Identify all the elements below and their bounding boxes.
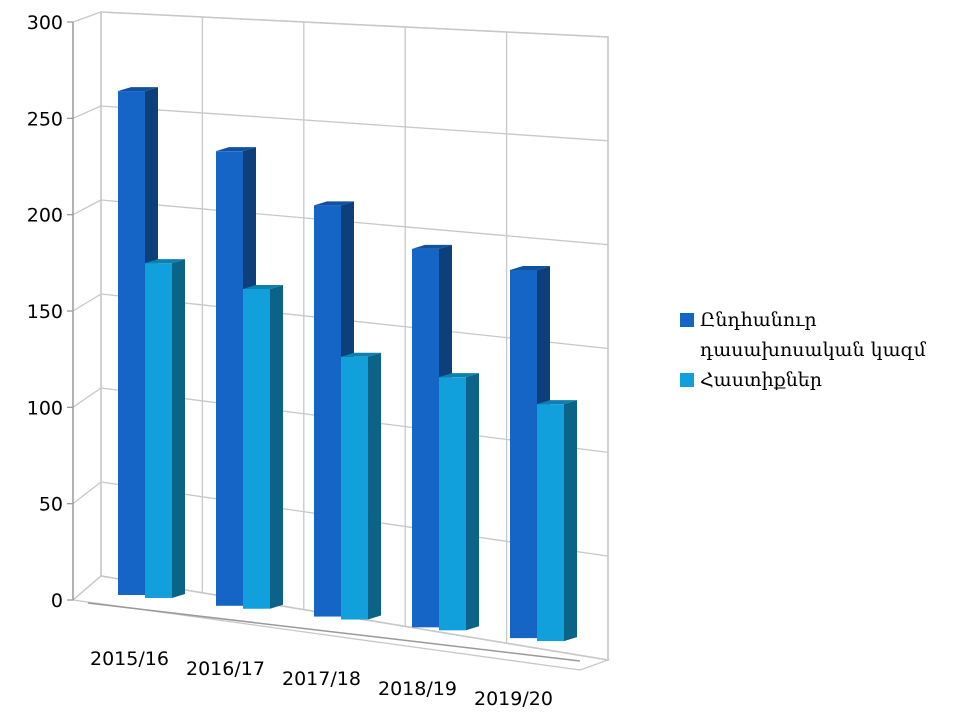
x-tick-label: 2017/18: [282, 668, 361, 690]
chart-legend: Ընդհանուր դասախոսական կազմ Հաստիքներ: [680, 305, 970, 395]
x-tick-label: 2016/17: [186, 658, 265, 680]
bar-total-staff-2019/20: [510, 269, 537, 639]
y-tick-label: 100: [27, 397, 63, 419]
bar-side-Հաստիքներ-2016/17: [270, 284, 283, 609]
gridline-horizontal: [100, 11, 609, 38]
gridline-side: [72, 481, 102, 505]
x-tick-label: 2019/20: [474, 688, 553, 710]
chart-bars: [118, 87, 577, 642]
bar-side-Հաստիքներ-2018/19: [466, 373, 479, 631]
y-tick-label: 300: [27, 12, 63, 34]
bar-top-Հաստիքներ-2015/16: [145, 259, 185, 264]
legend-item-series-1: Ընդհանուր դասախոսական կազմ: [680, 305, 970, 365]
bar-top-Հաստիքներ-2019/20: [537, 400, 577, 405]
chart-floor: [71, 575, 611, 671]
bar-top-Ընդհանուր դասախոսական կազմ-2017/18: [314, 201, 354, 206]
bar-positions-2017/18: [341, 356, 368, 620]
bar-top-Հաստիքներ-2017/18: [341, 352, 381, 357]
legend-swatch-series-1: [680, 313, 694, 327]
legend-label-series-1-line-2: դասախոսական կազմ: [700, 339, 926, 361]
gridline-side: [72, 11, 102, 23]
gridline-horizontal: [100, 199, 609, 246]
bar-total-staff-2015/16: [118, 91, 145, 595]
bar-side-Հաստիքներ-2015/16: [172, 259, 185, 598]
y-tick-label: 200: [27, 205, 63, 227]
bar-positions-2016/17: [243, 288, 270, 609]
legend-item-series-2: Հաստիքներ: [680, 365, 970, 395]
y-tick-label: 250: [27, 108, 63, 130]
bar-positions-2018/19: [439, 377, 466, 631]
bar-top-Ընդհանուր դասախոսական կազմ-2018/19: [412, 244, 452, 249]
gridline-side: [72, 105, 102, 119]
gridline-side: [72, 387, 102, 408]
x-tick-label: 2018/19: [378, 678, 457, 700]
y-tick-label: 50: [39, 494, 63, 516]
y-tick-label: 150: [27, 301, 63, 323]
bar-positions-2019/20: [537, 404, 564, 642]
bar-side-Հաստիքներ-2019/20: [564, 400, 577, 642]
legend-swatch-series-2: [680, 373, 694, 387]
gridline-side: [72, 199, 102, 216]
bar-positions-2015/16: [145, 263, 172, 598]
gridline-side: [72, 293, 102, 312]
bar-top-Հաստիքներ-2016/17: [243, 284, 283, 289]
chart-axes: 0 50 100 150 200 250 300 2015/16 2016/17 2017/18 2…: [27, 12, 581, 710]
bar-total-staff-2016/17: [216, 151, 243, 606]
bar-top-Ընդհանուր դասախոսական կազմ-2019/20: [510, 265, 550, 270]
y-tick-label: 0: [51, 590, 63, 612]
bar-side-Հաստիքներ-2017/18: [368, 352, 381, 620]
bar-total-staff-2018/19: [412, 248, 439, 628]
gridline-horizontal: [100, 105, 609, 142]
legend-label-series-1-line-1: Ընդհանուր: [700, 309, 817, 331]
x-tick-label: 2015/16: [90, 648, 169, 670]
x-axis-line: [87, 602, 581, 662]
bar-top-Ընդհանուր դասախոսական կազմ-2015/16: [118, 87, 158, 92]
bar-top-Ընդհանուր դասախոսական կազմ-2016/17: [216, 147, 256, 152]
legend-label-series-2: Հաստիքներ: [700, 369, 822, 391]
bar-top-Հաստիքներ-2018/19: [439, 373, 479, 378]
bar-total-staff-2017/18: [314, 205, 341, 617]
